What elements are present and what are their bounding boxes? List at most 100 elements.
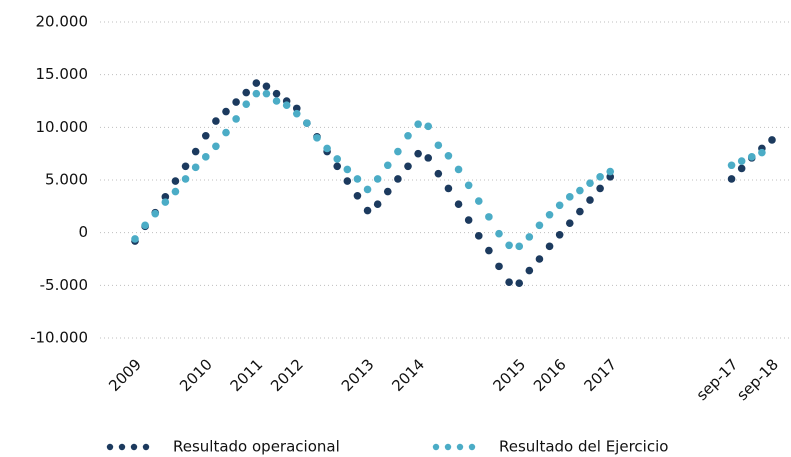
data-point <box>535 255 544 263</box>
data-point <box>232 98 240 106</box>
data-point <box>383 161 392 170</box>
x-tick-label: 2016 <box>530 355 570 395</box>
data-point <box>201 131 210 140</box>
x-tick-label: sep-18 <box>733 355 782 404</box>
data-point <box>555 201 564 210</box>
data-point <box>515 242 524 251</box>
data-point <box>444 151 453 160</box>
data-point <box>576 207 584 216</box>
data-point <box>212 142 220 151</box>
data-point <box>485 213 493 221</box>
data-point <box>201 153 210 161</box>
data-point <box>262 89 271 98</box>
data-point <box>343 165 352 174</box>
data-point <box>363 185 372 194</box>
y-tick-label: 20.000 <box>36 13 89 31</box>
data-point <box>565 193 574 201</box>
data-point <box>606 167 615 176</box>
data-point <box>505 278 513 286</box>
data-point <box>576 186 584 195</box>
data-point <box>333 155 342 163</box>
x-tick-label: 2013 <box>338 355 378 395</box>
data-point <box>495 262 503 271</box>
data-point <box>525 233 534 241</box>
data-point <box>596 173 604 181</box>
legend-marker <box>118 443 126 451</box>
data-point <box>151 209 160 218</box>
data-point <box>171 177 180 185</box>
data-point <box>414 149 422 158</box>
data-point <box>747 153 756 161</box>
data-point <box>222 128 230 137</box>
y-tick-label: 10.000 <box>36 118 89 136</box>
data-point <box>525 266 534 275</box>
data-point <box>404 131 412 140</box>
data-point <box>181 162 190 171</box>
x-tick-label: sep-17 <box>693 355 742 404</box>
data-point <box>737 164 746 173</box>
data-point <box>131 235 139 243</box>
data-point <box>292 109 301 118</box>
data-point <box>242 100 251 108</box>
data-point <box>768 136 776 144</box>
x-tick-label: 2009 <box>105 355 145 395</box>
data-point <box>464 216 473 224</box>
data-point <box>313 134 321 142</box>
data-point <box>454 165 463 174</box>
data-point <box>161 198 170 206</box>
data-point <box>424 122 433 131</box>
data-point <box>464 181 473 190</box>
data-point <box>474 197 483 205</box>
data-point <box>737 157 746 165</box>
data-point <box>161 193 170 201</box>
data-point <box>444 184 453 193</box>
data-point <box>727 175 736 183</box>
data-point <box>232 115 240 123</box>
data-point <box>363 206 372 215</box>
data-point <box>212 117 220 125</box>
y-tick-label: 5.000 <box>45 171 88 189</box>
data-point <box>434 141 443 150</box>
data-point <box>292 104 301 113</box>
data-point <box>505 241 513 250</box>
legend-marker <box>432 443 440 451</box>
legend-marker <box>444 443 452 451</box>
data-point <box>545 242 554 251</box>
data-point <box>222 107 230 116</box>
data-point <box>434 169 443 178</box>
x-tick-label: 2011 <box>227 355 267 395</box>
data-point <box>758 148 766 157</box>
y-tick-label: 0 <box>78 223 88 241</box>
legend-label: Resultado del Ejercicio <box>499 438 668 456</box>
data-point <box>353 175 362 183</box>
data-point <box>515 279 524 288</box>
data-point <box>383 187 392 196</box>
data-point <box>262 82 271 91</box>
x-tick-label: 2014 <box>388 355 428 395</box>
data-point <box>495 229 503 238</box>
data-point <box>181 175 190 183</box>
legend-marker <box>130 443 138 451</box>
x-tick-label: 2015 <box>490 355 530 395</box>
legend-marker <box>456 443 464 451</box>
data-point <box>424 154 433 162</box>
data-point <box>555 230 564 239</box>
data-point <box>586 179 594 187</box>
data-point <box>333 162 342 171</box>
legend-marker <box>106 443 114 451</box>
y-tick-label: -5.000 <box>40 276 88 294</box>
data-point <box>485 246 493 255</box>
data-point <box>454 200 463 209</box>
legend-marker <box>468 443 476 451</box>
data-point <box>535 221 544 230</box>
data-point <box>414 120 422 128</box>
data-point <box>252 89 261 98</box>
data-point <box>394 147 402 156</box>
data-point <box>323 144 331 153</box>
data-point <box>191 163 200 172</box>
legend-marker <box>142 443 150 451</box>
data-point <box>545 210 554 219</box>
data-point <box>394 175 402 183</box>
data-point <box>596 184 604 193</box>
data-point <box>252 79 261 87</box>
